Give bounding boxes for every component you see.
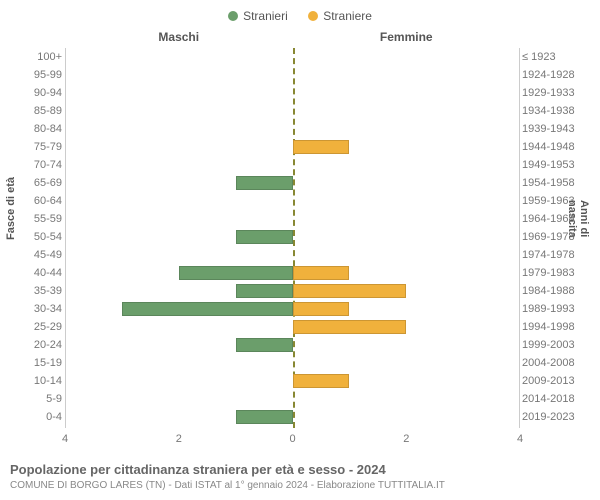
birth-year-label: 1934-1938 xyxy=(522,102,597,120)
chart-row xyxy=(66,408,519,426)
age-label: 10-14 xyxy=(0,372,62,390)
birth-year-label: 2019-2023 xyxy=(522,408,597,426)
bar-female xyxy=(293,320,407,334)
chart-row xyxy=(66,390,519,408)
age-label: 70-74 xyxy=(0,156,62,174)
age-label: 60-64 xyxy=(0,192,62,210)
bar-male xyxy=(179,266,293,280)
bar-male xyxy=(236,230,293,244)
chart-row xyxy=(66,174,519,192)
x-tick-label: 2 xyxy=(176,433,182,445)
birth-year-label: 1989-1993 xyxy=(522,300,597,318)
age-label: 65-69 xyxy=(0,174,62,192)
age-label: 55-59 xyxy=(0,210,62,228)
x-tick-label: 4 xyxy=(62,433,68,445)
birth-year-label: 1999-2003 xyxy=(522,336,597,354)
age-label: 0-4 xyxy=(0,408,62,426)
x-axis: 4 2 0 2 4 xyxy=(65,428,520,448)
chart-row xyxy=(66,102,519,120)
age-label: 80-84 xyxy=(0,120,62,138)
legend-swatch-male xyxy=(228,11,238,21)
column-title-male: Maschi xyxy=(65,30,293,44)
bar-female xyxy=(293,266,350,280)
legend-label-male: Stranieri xyxy=(243,9,288,23)
age-label: 50-54 xyxy=(0,228,62,246)
birth-year-label: 1949-1953 xyxy=(522,156,597,174)
chart-legend: Stranieri Straniere xyxy=(0,8,600,26)
x-tick-label: 4 xyxy=(517,433,523,445)
birth-year-label: 2004-2008 xyxy=(522,354,597,372)
chart-row xyxy=(66,282,519,300)
chart-row xyxy=(66,120,519,138)
bar-female xyxy=(293,284,407,298)
chart-title: Popolazione per cittadinanza straniera p… xyxy=(10,462,590,477)
legend-label-female: Straniere xyxy=(323,9,372,23)
bar-male xyxy=(236,410,293,424)
age-label: 40-44 xyxy=(0,264,62,282)
birth-year-label: 1994-1998 xyxy=(522,318,597,336)
birth-year-label: 1964-1968 xyxy=(522,210,597,228)
birth-year-label: 1944-1948 xyxy=(522,138,597,156)
chart-row xyxy=(66,48,519,66)
birth-year-label: 1974-1978 xyxy=(522,246,597,264)
chart-row xyxy=(66,138,519,156)
age-label: 90-94 xyxy=(0,84,62,102)
chart-row xyxy=(66,318,519,336)
chart-subtitle: COMUNE DI BORGO LARES (TN) - Dati ISTAT … xyxy=(10,480,590,491)
birth-year-label: 1979-1983 xyxy=(522,264,597,282)
bar-male xyxy=(236,176,293,190)
chart-row xyxy=(66,336,519,354)
chart-row xyxy=(66,354,519,372)
birth-year-label: 1954-1958 xyxy=(522,174,597,192)
bar-female xyxy=(293,140,350,154)
legend-swatch-female xyxy=(308,11,318,21)
plot-region xyxy=(65,48,520,428)
x-tick-label: 2 xyxy=(403,433,409,445)
age-label: 75-79 xyxy=(0,138,62,156)
age-label: 85-89 xyxy=(0,102,62,120)
chart-row xyxy=(66,66,519,84)
age-label: 5-9 xyxy=(0,390,62,408)
chart-row xyxy=(66,192,519,210)
birth-year-label: 1969-1973 xyxy=(522,228,597,246)
x-tick-label: 0 xyxy=(289,433,295,445)
age-label: 45-49 xyxy=(0,246,62,264)
chart-row xyxy=(66,156,519,174)
birth-year-label: 2014-2018 xyxy=(522,390,597,408)
birth-year-label: 1984-1988 xyxy=(522,282,597,300)
age-label: 15-19 xyxy=(0,354,62,372)
age-label: 20-24 xyxy=(0,336,62,354)
age-label: 25-29 xyxy=(0,318,62,336)
chart-row xyxy=(66,228,519,246)
bar-female xyxy=(293,302,350,316)
column-titles: Maschi Femmine xyxy=(65,30,520,48)
column-title-female: Femmine xyxy=(293,30,521,44)
legend-item-male: Stranieri xyxy=(228,9,288,23)
bar-male xyxy=(236,284,293,298)
birth-year-label: 1924-1928 xyxy=(522,66,597,84)
chart-row xyxy=(66,246,519,264)
chart-row xyxy=(66,84,519,102)
chart-row xyxy=(66,264,519,282)
bar-female xyxy=(293,374,350,388)
age-label: 30-34 xyxy=(0,300,62,318)
birth-year-label: 1929-1933 xyxy=(522,84,597,102)
bar-male xyxy=(236,338,293,352)
birth-year-label: ≤ 1923 xyxy=(522,48,597,66)
birth-year-label: 1939-1943 xyxy=(522,120,597,138)
age-label: 35-39 xyxy=(0,282,62,300)
birth-year-label: 1959-1963 xyxy=(522,192,597,210)
bar-male xyxy=(122,302,293,316)
chart-row xyxy=(66,210,519,228)
age-label: 95-99 xyxy=(0,66,62,84)
age-label: 100+ xyxy=(0,48,62,66)
chart-row xyxy=(66,372,519,390)
chart-area: Maschi Femmine 4 2 0 2 4 xyxy=(65,30,520,450)
birth-year-label: 2009-2013 xyxy=(522,372,597,390)
chart-row xyxy=(66,300,519,318)
legend-item-female: Straniere xyxy=(308,9,372,23)
